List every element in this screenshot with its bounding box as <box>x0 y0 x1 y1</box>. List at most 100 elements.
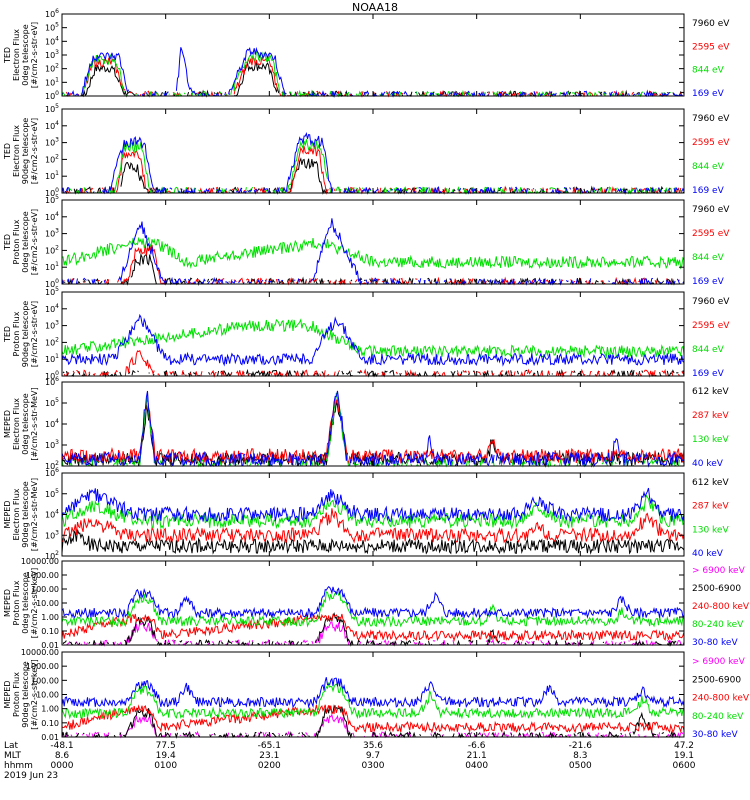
ytick-label-3-0: 100 <box>45 278 59 289</box>
footer-lat-6: 47.2 <box>674 741 694 751</box>
ytick-label-7-5: 1000.00 <box>26 571 59 580</box>
series-4-4 <box>61 313 685 367</box>
legend-7-3: 240-800 keV <box>692 602 750 612</box>
footer-hhmm-3: 0300 <box>362 761 385 771</box>
legend-3-3: 844 eV <box>692 253 725 263</box>
legend-7-4: 80-240 keV <box>692 620 744 630</box>
series-7-4 <box>61 591 685 628</box>
ylabel-2: TEDElectron Flux90deg telescope[#/cm2-s-… <box>3 118 39 185</box>
footer-lat-3: 35.6 <box>363 741 383 751</box>
ytick-label-6-2: 104 <box>45 509 59 520</box>
ytick-label-1-1: 101 <box>45 76 59 87</box>
footer-hhmm-1: 0100 <box>154 761 177 771</box>
legend-1-4: 169 eV <box>692 89 725 99</box>
ytick-label-6-1: 103 <box>45 529 59 540</box>
series-2-4 <box>61 132 685 195</box>
legend-4-3: 844 eV <box>692 345 725 355</box>
series-1-1 <box>66 61 685 98</box>
ytick-label-4-3: 103 <box>45 320 59 331</box>
ytick-label-3-1: 101 <box>45 261 59 272</box>
ytick-label-2-1: 101 <box>45 170 59 181</box>
ytick-label-6-0: 102 <box>45 550 59 561</box>
footer-mlt-3: 9.7 <box>366 751 380 761</box>
series-5-4 <box>61 390 684 468</box>
panel-frame-1 <box>61 13 685 97</box>
ytick-label-3-4: 104 <box>45 211 59 222</box>
ytick-label-7-0: 0.01 <box>41 641 59 650</box>
ytick-label-3-3: 103 <box>45 228 59 239</box>
ylabel-1: TEDElectron Flux0deg telescope[#/cm2-s-s… <box>3 22 39 88</box>
ytick-label-8-4: 100.00 <box>31 676 59 685</box>
series-3-3 <box>61 236 685 270</box>
ytick-label-2-4: 104 <box>45 120 59 131</box>
ytick-label-8-1: 0.10 <box>41 719 59 728</box>
series-1-4 <box>61 46 684 98</box>
panel-2: 7960 eV 2595 eV 844 eV 169 eV 100 101 102 103 10… <box>3 103 730 198</box>
panel-1: 7960 eV 2595 eV 844 eV 169 eV 100 101 102 103 10… <box>3 8 730 101</box>
series-4-1 <box>62 368 685 378</box>
legend-6-3: 130 keV <box>692 525 729 535</box>
series-2-1 <box>64 157 685 195</box>
footer-row-label-2: hhmm <box>4 761 33 771</box>
panel-6: 612 keV 287 keV 130 keV 40 keV 102 103 104 105 1… <box>3 467 729 561</box>
series-8-5 <box>61 677 685 709</box>
legend-8-1: > 6900 keV <box>692 657 746 667</box>
series-6-2 <box>61 508 685 544</box>
footer-hhmm-0: 0000 <box>51 761 74 771</box>
legend-4-2: 2595 eV <box>692 321 730 331</box>
legend-8-3: 240-800 keV <box>692 694 750 704</box>
legend-8-5: 30-80 keV <box>692 730 738 740</box>
ytick-label-7-6: 10000.00 <box>21 557 59 566</box>
footer-lat-0: -48.1 <box>50 741 73 751</box>
ytick-label-4-2: 102 <box>45 336 59 347</box>
ylabel-5: MEPEDElectron Flux0deg telescope[#/cm2-s… <box>3 387 39 460</box>
series-6-4 <box>61 487 685 523</box>
ytick-label-8-0: 0.01 <box>41 733 59 742</box>
footer-lat-4: -6.6 <box>468 741 486 751</box>
series-1-3 <box>62 52 683 97</box>
series-7-3 <box>61 612 685 642</box>
legend-1-2: 2595 eV <box>692 42 730 52</box>
panel-frame-3 <box>61 199 685 285</box>
ytick-label-4-4: 104 <box>45 303 59 314</box>
legend-5-2: 287 keV <box>692 411 729 421</box>
footer-hhmm-5: 0500 <box>569 761 592 771</box>
ytick-label-7-1: 0.10 <box>41 627 59 636</box>
legend-3-1: 7960 eV <box>692 205 730 215</box>
legend-7-1: > 6900 keV <box>692 566 746 576</box>
series-8-3 <box>61 704 685 734</box>
ytick-label-5-4: 106 <box>45 376 59 387</box>
legend-3-2: 2595 eV <box>692 229 730 239</box>
ytick-label-7-2: 1.00 <box>41 613 59 622</box>
ytick-label-2-2: 102 <box>45 153 59 164</box>
series-2-2 <box>63 146 683 193</box>
ytick-label-8-2: 1.00 <box>41 705 59 714</box>
legend-7-2: 2500-6900 <box>692 584 741 594</box>
legend-6-4: 40 keV <box>692 549 724 559</box>
footer-row-label-1: MLT <box>4 751 22 761</box>
footer-mlt-1: 19.4 <box>156 751 176 761</box>
footer-lat-2: -65.1 <box>258 741 281 751</box>
ylabel-8: MEPEDProton Flux90deg telescope[#/cm2-s-… <box>3 659 39 730</box>
ytick-label-8-5: 1000.00 <box>26 662 59 671</box>
ytick-label-5-0: 102 <box>45 460 59 471</box>
ytick-label-5-2: 104 <box>45 418 59 429</box>
footer-mlt-0: 8.6 <box>55 751 70 761</box>
ytick-label-5-1: 103 <box>45 439 59 450</box>
footer-lat-5: -21.6 <box>569 741 593 751</box>
series-4-3 <box>61 318 685 359</box>
series-1-2 <box>65 56 684 98</box>
series-6-3 <box>61 493 685 530</box>
ytick-label-3-2: 102 <box>45 244 59 255</box>
panel-8: > 6900 keV 2500-6900 240-800 keV 80-240 keV… <box>3 648 750 742</box>
legend-8-2: 2500-6900 <box>692 675 741 685</box>
footer-mlt-6: 19.1 <box>674 751 694 761</box>
legend-2-3: 844 eV <box>692 162 725 172</box>
ytick-label-3-5: 105 <box>45 194 59 205</box>
ytick-label-2-3: 103 <box>45 137 59 148</box>
series-7-5 <box>61 586 685 620</box>
legend-6-1: 612 keV <box>692 478 729 488</box>
legend-4-4: 169 eV <box>692 369 725 379</box>
ytick-label-2-0: 100 <box>45 187 59 198</box>
panel-4: 7960 eV 2595 eV 844 eV 169 eV 100 101 102 103 10… <box>3 286 730 381</box>
